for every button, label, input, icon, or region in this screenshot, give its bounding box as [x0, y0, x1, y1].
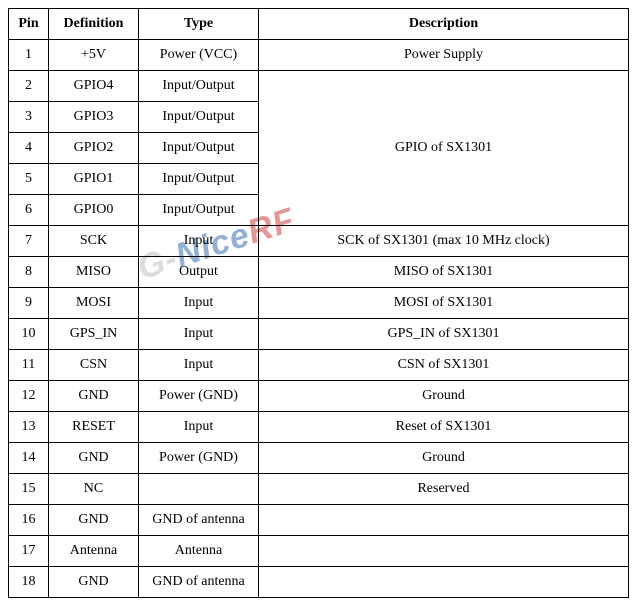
cell-type: Input/Output: [139, 71, 259, 102]
cell-type: GND of antenna: [139, 567, 259, 598]
cell-pin: 7: [9, 226, 49, 257]
cell-definition: SCK: [49, 226, 139, 257]
cell-type: Power (VCC): [139, 40, 259, 71]
cell-type: Input: [139, 226, 259, 257]
table-row: 14 GND Power (GND) Ground: [9, 443, 629, 474]
header-definition: Definition: [49, 9, 139, 40]
cell-definition: GPIO0: [49, 195, 139, 226]
cell-type: [139, 474, 259, 505]
table-header-row: Pin Definition Type Description: [9, 9, 629, 40]
header-type: Type: [139, 9, 259, 40]
cell-definition: GPIO3: [49, 102, 139, 133]
cell-description: Power Supply: [259, 40, 629, 71]
cell-definition: GPIO1: [49, 164, 139, 195]
cell-pin: 16: [9, 505, 49, 536]
cell-type: Input/Output: [139, 102, 259, 133]
header-description: Description: [259, 9, 629, 40]
cell-definition: GPS_IN: [49, 319, 139, 350]
table-row: 15 NC Reserved: [9, 474, 629, 505]
cell-type: Input/Output: [139, 164, 259, 195]
cell-definition: GND: [49, 443, 139, 474]
cell-definition: MISO: [49, 257, 139, 288]
table-row: 11 CSN Input CSN of SX1301: [9, 350, 629, 381]
cell-description: Reset of SX1301: [259, 412, 629, 443]
cell-pin: 15: [9, 474, 49, 505]
cell-description: [259, 536, 629, 567]
cell-pin: 4: [9, 133, 49, 164]
cell-pin: 10: [9, 319, 49, 350]
cell-definition: MOSI: [49, 288, 139, 319]
table-row: 18 GND GND of antenna: [9, 567, 629, 598]
cell-description: Reserved: [259, 474, 629, 505]
cell-pin: 3: [9, 102, 49, 133]
table-row: 9 MOSI Input MOSI of SX1301: [9, 288, 629, 319]
cell-type: Antenna: [139, 536, 259, 567]
cell-description: [259, 505, 629, 536]
cell-definition: NC: [49, 474, 139, 505]
cell-pin: 12: [9, 381, 49, 412]
table-row: 8 MISO Output MISO of SX1301: [9, 257, 629, 288]
cell-description: SCK of SX1301 (max 10 MHz clock): [259, 226, 629, 257]
cell-type: Power (GND): [139, 443, 259, 474]
cell-description: CSN of SX1301: [259, 350, 629, 381]
cell-description: Ground: [259, 381, 629, 412]
cell-definition: GND: [49, 505, 139, 536]
cell-definition: CSN: [49, 350, 139, 381]
cell-pin: 8: [9, 257, 49, 288]
cell-pin: 14: [9, 443, 49, 474]
cell-description-merged-gpio: GPIO of SX1301: [259, 71, 629, 226]
table-row: 10 GPS_IN Input GPS_IN of SX1301: [9, 319, 629, 350]
table-row: 7 SCK Input SCK of SX1301 (max 10 MHz cl…: [9, 226, 629, 257]
cell-type: Output: [139, 257, 259, 288]
cell-pin: 2: [9, 71, 49, 102]
cell-type: Power (GND): [139, 381, 259, 412]
cell-type: Input: [139, 288, 259, 319]
cell-pin: 11: [9, 350, 49, 381]
pinout-table-container: Pin Definition Type Description 1 +5V Po…: [8, 8, 629, 598]
cell-type: Input: [139, 319, 259, 350]
cell-description: MOSI of SX1301: [259, 288, 629, 319]
cell-pin: 5: [9, 164, 49, 195]
table-row: 17 Antenna Antenna: [9, 536, 629, 567]
cell-description: MISO of SX1301: [259, 257, 629, 288]
cell-pin: 9: [9, 288, 49, 319]
cell-definition: GND: [49, 567, 139, 598]
cell-type: GND of antenna: [139, 505, 259, 536]
cell-type: Input/Output: [139, 133, 259, 164]
header-pin: Pin: [9, 9, 49, 40]
cell-pin: 17: [9, 536, 49, 567]
cell-type: Input: [139, 412, 259, 443]
table-row: 2 GPIO4 Input/Output GPIO of SX1301: [9, 71, 629, 102]
cell-description: Ground: [259, 443, 629, 474]
cell-description: [259, 567, 629, 598]
cell-definition: Antenna: [49, 536, 139, 567]
table-row: 1 +5V Power (VCC) Power Supply: [9, 40, 629, 71]
table-row: 16 GND GND of antenna: [9, 505, 629, 536]
cell-description: GPS_IN of SX1301: [259, 319, 629, 350]
cell-definition: RESET: [49, 412, 139, 443]
table-row: 12 GND Power (GND) Ground: [9, 381, 629, 412]
table-row: 13 RESET Input Reset of SX1301: [9, 412, 629, 443]
cell-type: Input/Output: [139, 195, 259, 226]
pinout-table: Pin Definition Type Description 1 +5V Po…: [8, 8, 629, 598]
cell-type: Input: [139, 350, 259, 381]
table-body: 1 +5V Power (VCC) Power Supply 2 GPIO4 I…: [9, 40, 629, 598]
cell-pin: 18: [9, 567, 49, 598]
cell-pin: 6: [9, 195, 49, 226]
cell-definition: +5V: [49, 40, 139, 71]
cell-definition: GPIO2: [49, 133, 139, 164]
cell-definition: GND: [49, 381, 139, 412]
cell-pin: 1: [9, 40, 49, 71]
cell-definition: GPIO4: [49, 71, 139, 102]
cell-pin: 13: [9, 412, 49, 443]
